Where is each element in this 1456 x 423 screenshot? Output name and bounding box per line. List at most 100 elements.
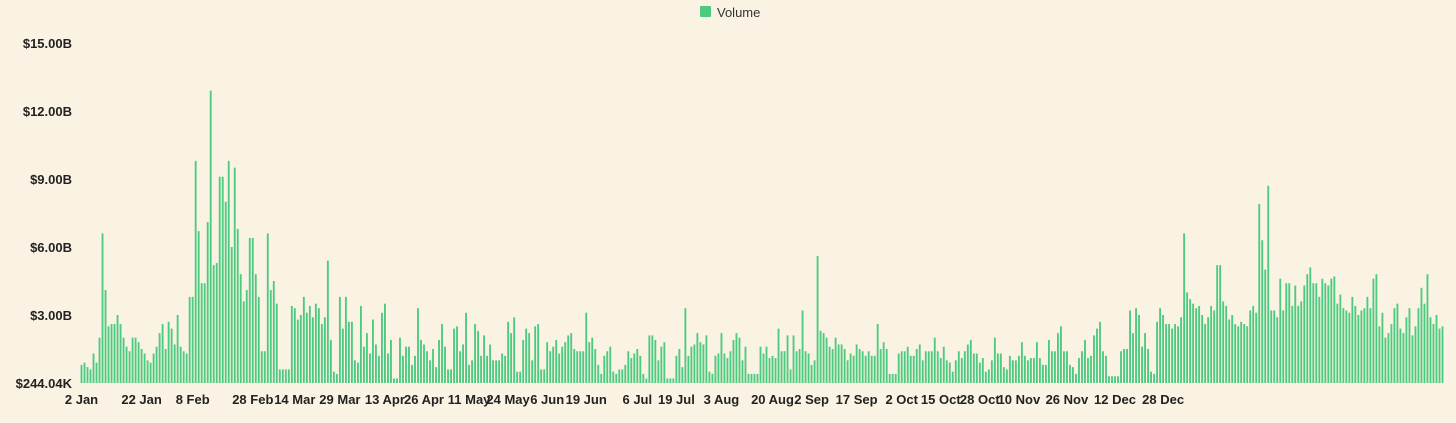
volume-bar[interactable] — [462, 344, 464, 383]
volume-bar[interactable] — [221, 176, 224, 383]
volume-bar[interactable] — [591, 337, 594, 383]
volume-bar[interactable] — [816, 256, 819, 383]
volume-bar[interactable] — [699, 342, 702, 383]
volume-bar[interactable] — [438, 339, 440, 383]
volume-bar[interactable] — [1129, 310, 1131, 383]
volume-bar[interactable] — [140, 349, 143, 383]
volume-bar[interactable] — [1390, 324, 1393, 383]
volume-bar[interactable] — [1342, 308, 1345, 383]
volume-bar[interactable] — [350, 321, 353, 383]
volume-bar[interactable] — [426, 351, 428, 383]
volume-bar[interactable] — [450, 369, 452, 383]
volume-bar[interactable] — [1123, 349, 1125, 383]
volume-bar[interactable] — [375, 344, 377, 383]
volume-bar[interactable] — [329, 339, 332, 383]
volume-bar[interactable] — [320, 324, 323, 383]
volume-bar[interactable] — [786, 335, 789, 383]
volume-bar[interactable] — [672, 378, 675, 383]
volume-bar[interactable] — [792, 335, 795, 383]
volume-bar[interactable] — [101, 233, 104, 383]
volume-bar[interactable] — [224, 201, 227, 383]
volume-bar[interactable] — [657, 360, 660, 383]
volume-bar[interactable] — [993, 337, 996, 383]
volume-bar[interactable] — [861, 351, 864, 383]
volume-bar[interactable] — [83, 362, 86, 383]
volume-bar[interactable] — [927, 351, 930, 383]
volume-bar[interactable] — [1156, 321, 1159, 383]
volume-bar[interactable] — [1002, 367, 1005, 383]
volume-bar[interactable] — [1414, 326, 1417, 383]
volume-bar[interactable] — [906, 346, 909, 383]
volume-bar[interactable] — [453, 328, 455, 383]
volume-bar[interactable] — [390, 339, 392, 383]
volume-bar[interactable] — [570, 333, 573, 383]
volume-bar[interactable] — [269, 290, 272, 383]
volume-bar[interactable] — [387, 353, 389, 383]
volume-bar[interactable] — [966, 344, 969, 383]
volume-bar[interactable] — [215, 262, 218, 383]
volume-bar[interactable] — [1162, 315, 1165, 383]
volume-bar[interactable] — [1057, 333, 1059, 383]
volume-bar[interactable] — [134, 337, 137, 383]
volume-bar[interactable] — [876, 324, 879, 383]
volume-bar[interactable] — [194, 160, 197, 383]
volume-bar[interactable] — [1294, 285, 1297, 383]
volume-bar[interactable] — [1132, 333, 1134, 383]
volume-bar[interactable] — [86, 367, 89, 383]
volume-bar[interactable] — [1384, 337, 1387, 383]
volume-bar[interactable] — [555, 339, 558, 383]
volume-bar[interactable] — [1029, 358, 1032, 383]
volume-bar[interactable] — [1111, 376, 1113, 383]
volume-bar[interactable] — [894, 373, 897, 383]
volume-bar[interactable] — [969, 339, 972, 383]
volume-bar[interactable] — [756, 373, 759, 383]
volume-bar[interactable] — [465, 312, 467, 383]
volume-bar[interactable] — [432, 349, 434, 383]
volume-bar[interactable] — [471, 360, 473, 383]
volume-bar[interactable] — [353, 360, 356, 383]
volume-bar[interactable] — [741, 360, 744, 383]
volume-bar[interactable] — [236, 228, 239, 383]
volume-bar[interactable] — [1438, 328, 1441, 383]
volume-bar[interactable] — [381, 312, 383, 383]
volume-bar[interactable] — [690, 346, 693, 383]
volume-bar[interactable] — [167, 321, 170, 383]
volume-bar[interactable] — [963, 351, 966, 383]
volume-bar[interactable] — [951, 371, 954, 383]
volume-bar[interactable] — [1186, 292, 1189, 383]
volume-bar[interactable] — [675, 355, 678, 383]
volume-bar[interactable] — [1399, 328, 1402, 383]
volume-bar[interactable] — [1333, 276, 1336, 383]
volume-bar[interactable] — [558, 353, 561, 383]
volume-bar[interactable] — [155, 346, 158, 383]
volume-bar[interactable] — [296, 319, 299, 383]
volume-bar[interactable] — [393, 378, 395, 383]
volume-bar[interactable] — [1378, 326, 1381, 383]
volume-bar[interactable] — [447, 369, 449, 383]
volume-bar[interactable] — [1315, 283, 1318, 383]
volume-bar[interactable] — [290, 305, 293, 383]
volume-bar[interactable] — [95, 362, 98, 383]
volume-bar[interactable] — [1204, 324, 1207, 383]
volume-bar[interactable] — [1387, 333, 1390, 383]
volume-bar[interactable] — [477, 330, 480, 383]
volume-bar[interactable] — [1330, 278, 1333, 383]
volume-bar[interactable] — [852, 355, 855, 383]
volume-bar[interactable] — [600, 373, 603, 383]
volume-bar[interactable] — [308, 305, 311, 383]
volume-bar[interactable] — [408, 346, 410, 383]
volume-bar[interactable] — [110, 324, 113, 383]
volume-bar[interactable] — [299, 315, 302, 383]
volume-bar[interactable] — [209, 90, 212, 383]
volume-bar[interactable] — [429, 360, 431, 383]
volume-bar[interactable] — [1249, 310, 1252, 383]
volume-bar[interactable] — [1117, 376, 1119, 383]
volume-bar[interactable] — [197, 231, 200, 383]
volume-bar[interactable] — [1345, 310, 1348, 383]
volume-bar[interactable] — [203, 283, 206, 383]
volume-bar[interactable] — [185, 353, 188, 383]
volume-bar[interactable] — [89, 369, 92, 383]
volume-bar[interactable] — [1108, 376, 1110, 383]
volume-bar[interactable] — [1078, 358, 1080, 383]
volume-bar[interactable] — [885, 349, 888, 383]
